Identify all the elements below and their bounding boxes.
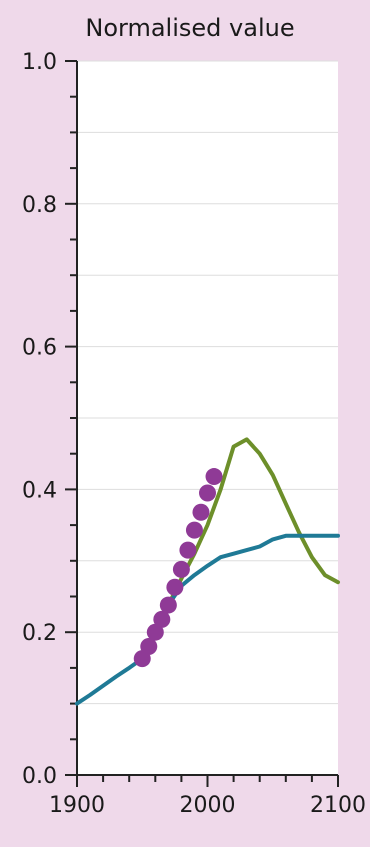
data-point (192, 503, 210, 521)
y-tick-label: 0.6 (22, 336, 57, 361)
data-point (159, 596, 177, 614)
chart-title: Normalised value (85, 14, 294, 42)
x-tick-label: 2000 (180, 793, 236, 818)
data-point (185, 521, 203, 539)
data-point (140, 637, 158, 655)
data-point (166, 578, 184, 596)
y-tick-label: 1.0 (22, 50, 57, 75)
x-tick-label: 2100 (310, 793, 366, 818)
data-point (172, 560, 190, 578)
data-point (205, 468, 223, 486)
data-point (146, 623, 164, 641)
y-tick-label: 0.8 (22, 193, 57, 218)
x-tick-label: 1900 (49, 793, 105, 818)
y-tick-label: 0.2 (22, 621, 57, 646)
data-point (199, 484, 216, 502)
data-point (179, 541, 197, 559)
data-point (153, 610, 171, 628)
y-tick-label: 0.4 (22, 478, 57, 503)
series-line-1 (75, 533, 340, 706)
y-tick-label: 0.0 (22, 764, 57, 789)
